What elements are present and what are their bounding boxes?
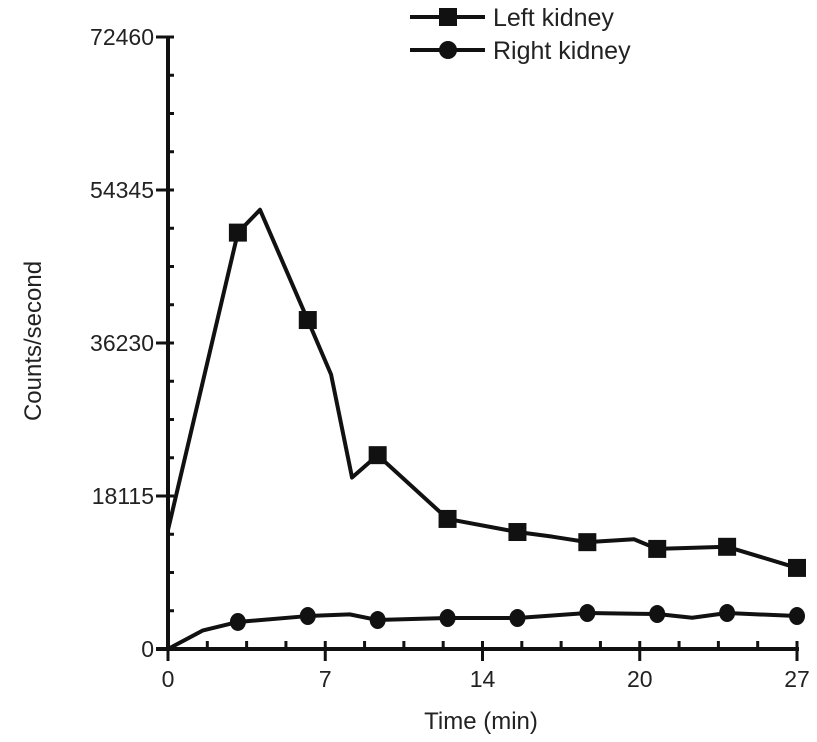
x-tick-label: 27 bbox=[784, 666, 810, 692]
y-tick-label: 0 bbox=[141, 636, 154, 662]
data-point-circle bbox=[789, 607, 805, 626]
data-point-circle bbox=[579, 604, 596, 623]
legend-marker-square bbox=[439, 8, 457, 26]
x-tick-label: 20 bbox=[627, 666, 653, 692]
y-tick-label: 18115 bbox=[92, 483, 154, 509]
data-point-circle bbox=[439, 609, 456, 628]
data-point-square bbox=[368, 446, 387, 465]
x-tick-label: 0 bbox=[162, 666, 175, 692]
data-point-circle bbox=[299, 607, 316, 626]
y-tick-label: 36230 bbox=[90, 330, 154, 356]
y-tick-label: 54345 bbox=[90, 177, 154, 203]
data-point-circle bbox=[229, 612, 246, 631]
data-point-square bbox=[788, 558, 806, 577]
x-tick-label: 14 bbox=[470, 666, 496, 692]
series-right-kidney bbox=[167, 604, 805, 651]
data-point-circle bbox=[509, 609, 526, 628]
y-axis-label: Counts/second bbox=[20, 261, 47, 421]
axes: 0 18115 36230 54345 72460 0 7 14 20 27 bbox=[90, 24, 810, 692]
data-point-square bbox=[228, 223, 247, 242]
legend-label-left-kidney: Left kidney bbox=[493, 4, 614, 32]
x-axis-label: Time (min) bbox=[424, 708, 538, 735]
x-tick-label: 7 bbox=[319, 666, 332, 692]
legend-marker-circle bbox=[439, 41, 457, 59]
data-point-square bbox=[648, 539, 667, 558]
data-point-circle bbox=[649, 605, 666, 624]
data-point-circle bbox=[719, 604, 736, 623]
data-point-circle bbox=[369, 611, 386, 630]
series-group bbox=[166, 207, 806, 651]
data-point-square bbox=[438, 509, 457, 528]
data-point-square bbox=[578, 533, 597, 552]
y-tick-label: 72460 bbox=[90, 24, 154, 50]
legend-label-right-kidney: Right kidney bbox=[493, 37, 631, 65]
series-left-kidney bbox=[166, 207, 806, 577]
data-point-square bbox=[298, 311, 317, 330]
data-point-square bbox=[718, 537, 737, 556]
series-line-left-kidney bbox=[166, 207, 798, 570]
legend: Left kidney Right kidney bbox=[410, 4, 631, 65]
data-point-square bbox=[508, 523, 527, 542]
